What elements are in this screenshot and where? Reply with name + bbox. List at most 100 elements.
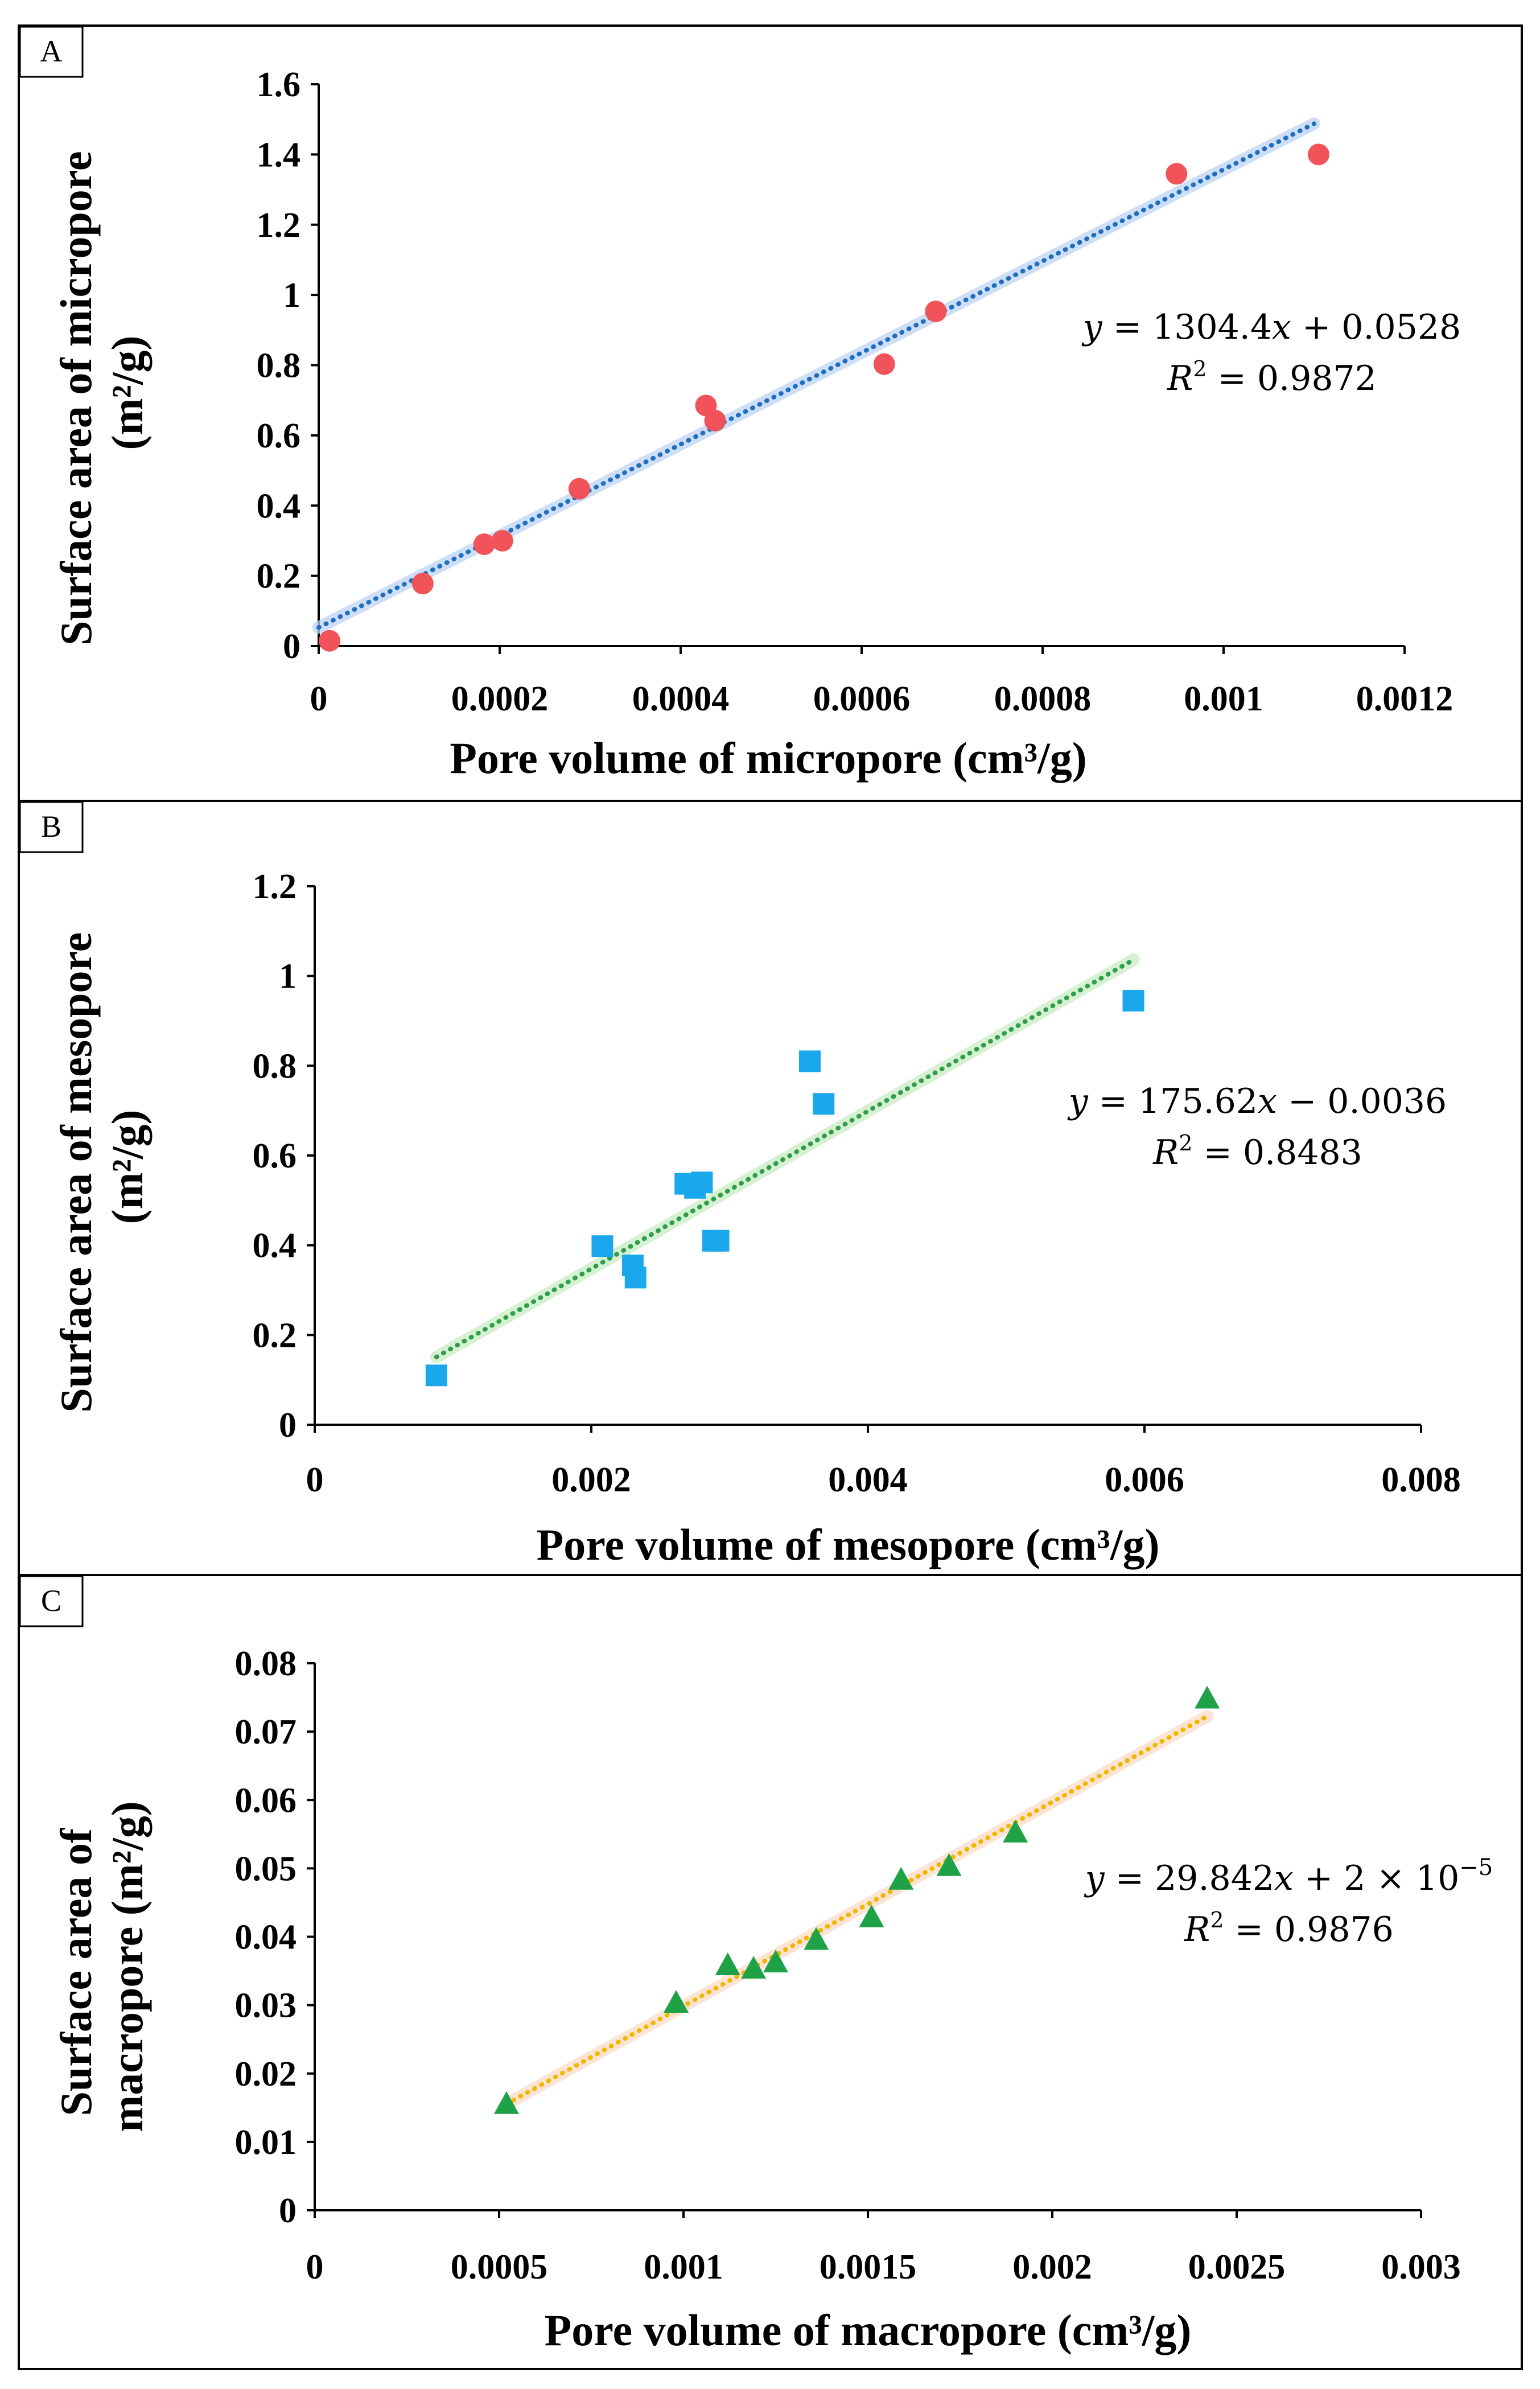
panel-a-data-point: [319, 630, 341, 652]
panel-a-data-point: [704, 409, 726, 431]
panel-a-y-tick-label: 1: [283, 276, 300, 315]
panel-b-data-point: [707, 1230, 730, 1252]
panel-c-data-point: [741, 1955, 767, 1979]
panel-a-x-axis-title: Pore volume of micropore (cm³/g): [450, 733, 1086, 783]
panel-a-x-tick-label: 0.0006: [813, 680, 911, 718]
panel-a-r2: R2 = 0.9872: [1167, 356, 1377, 398]
panel-b-r2-exp: 2: [1179, 1130, 1192, 1156]
panel-c-data-point: [936, 1853, 962, 1876]
panel-b-y-tick-label: 0.2: [253, 1316, 297, 1355]
panel-b-y-tick-label: 0.4: [253, 1227, 297, 1265]
panel-b-x-tick-label: 0.004: [828, 1461, 908, 1499]
panel-b-axes: 0 0.2 0.4 0.6 0.8 1 1.2 0 0.002 0.004 0.006 0.008: [253, 867, 1461, 1499]
panel-a-x-tick-label: 0.001: [1184, 680, 1263, 718]
panel-b-r2: R2 = 0.8483: [1152, 1130, 1362, 1173]
panel-b-data-point: [425, 1364, 447, 1387]
panel-b-letter: B: [41, 809, 61, 844]
panel-a-eq-slope: = 1304.4: [1102, 307, 1272, 347]
panel-c-y-tick-label: 0: [279, 2191, 297, 2230]
panel-a-letter: A: [40, 34, 63, 68]
panel-c-letter: C: [41, 1584, 61, 1618]
panel-c-y-tick-label: 0.02: [235, 2055, 297, 2094]
panel-c-r2-exp: 2: [1210, 1907, 1224, 1932]
panel-b-x-tick-label: 0.002: [551, 1461, 631, 1499]
panel-c-data-point: [664, 1990, 689, 2013]
panel-c-y-axis-title-line2: macropore (m²/g): [102, 1801, 152, 2132]
panel-a-y-tick-label: 1.2: [257, 206, 301, 245]
panel-c-y-axis-title: Surface area of macropore (m²/g): [51, 1801, 152, 2132]
panel-a-data-point: [411, 573, 434, 595]
panel-b-x-axis-title: Pore volume of mesopore (cm³/g): [537, 1520, 1160, 1569]
panel-b-points: [425, 990, 1144, 1387]
panel-c-trendline: [500, 1710, 1214, 2111]
panel-a-eq-y: y: [1081, 307, 1103, 347]
panel-b-eq-intercept: − 0.0036: [1277, 1082, 1447, 1121]
panel-c-frame: [18, 1574, 1523, 2370]
panel-b-eq-x: x: [1258, 1082, 1277, 1121]
panel-a-r2-value: = 0.9872: [1207, 359, 1377, 398]
panel-b-y-axis-title: Surface area of mesopore (m²/g): [51, 921, 152, 1413]
panel-b-frame: [18, 800, 1523, 1576]
panel-a-r2-exp: 2: [1193, 356, 1207, 381]
panel-c-data-point: [888, 1866, 914, 1890]
panel-a-eq-x: x: [1272, 307, 1291, 347]
panel-b-y-tick-label: 0.6: [253, 1137, 297, 1175]
panel-a-y-tick-label: 0.2: [257, 557, 301, 596]
panel-c-trendline-line: [504, 1714, 1210, 2107]
panel-b-data-point: [591, 1235, 613, 1257]
panel-b-trendline-line: [434, 957, 1136, 1360]
panel-b-data-point: [691, 1171, 713, 1194]
panel-b-r2-symbol: R: [1152, 1133, 1179, 1173]
panel-b-y-tick-label: 1.2: [253, 867, 297, 906]
panel-c-eq-intercept: + 2 × 10: [1294, 1858, 1459, 1898]
panel-c-r2-symbol: R: [1184, 1910, 1210, 1950]
panel-b: B 0 0.2 0.4 0.6 0.8 1 1.2 0 0.002 0.004 0.006 0.008…: [18, 800, 1523, 1576]
panel-c-y-tick-label: 0.06: [235, 1781, 297, 1820]
panel-a-x-tick-label: 0.0002: [451, 680, 549, 718]
panel-a-y-axis-title-line2: (m²/g): [102, 336, 152, 450]
panel-b-letter-box: [19, 801, 84, 853]
panel-c-x-tick-label: 0: [306, 2248, 324, 2287]
panel-c-data-point: [804, 1927, 829, 1950]
panel-c-eq-slope: = 29.842: [1105, 1858, 1274, 1898]
panel-a: A 0 0.2 0.4 0.6 0.8 1 1.2 1.4 1.6 0 0.0002 0.0004 0.…: [18, 24, 1523, 802]
panel-a-letter-box: [19, 26, 84, 78]
panel-c-data-point: [1003, 1819, 1028, 1843]
panel-c-points: [493, 1685, 1220, 2114]
panel-b-equation: y = 175.62x − 0.0036: [1067, 1082, 1447, 1121]
panel-b-r2-value: = 0.8483: [1193, 1133, 1362, 1173]
panel-c-x-tick-label: 0.002: [1012, 2248, 1092, 2287]
panel-a-data-point: [568, 478, 590, 500]
panel-c-data-point: [493, 2091, 519, 2114]
panel-a-points: [319, 143, 1329, 652]
panel-b-y-tick-label: 1: [279, 957, 297, 996]
panel-a-equation: y = 1304.4x + 0.0528: [1081, 307, 1461, 347]
panel-a-trendline-line: [316, 121, 1316, 630]
panel-c-r2-value: = 0.9876: [1224, 1910, 1394, 1950]
panel-c-x-axis-title: Pore volume of macropore (cm³/g): [545, 2305, 1192, 2355]
panel-a-y-tick-label: 1.6: [257, 65, 301, 104]
panel-c-data-point: [1195, 1685, 1220, 1709]
panel-a-eq-intercept: + 0.0528: [1291, 307, 1461, 347]
panel-c-y-tick-label: 0.05: [235, 1849, 297, 1888]
panel-c-y-tick-label: 0.01: [235, 2123, 297, 2162]
panel-c-equation: y = 29.842x + 2 × 10−5: [1084, 1855, 1493, 1898]
panel-a-y-axis-title: Surface area of micropore (m²/g): [51, 140, 152, 645]
panel-b-x-tick-label: 0.008: [1381, 1461, 1461, 1499]
panel-c-y-tick-label: 0.07: [235, 1713, 297, 1751]
panel-a-r2-symbol: R: [1167, 359, 1193, 398]
panel-c-axes: 0 0.01 0.02 0.03 0.04 0.05 0.06 0.07 0.08 0 0.0005…: [235, 1644, 1461, 2287]
panel-c-eq-x: x: [1274, 1858, 1294, 1898]
panel-a-data-point: [491, 529, 513, 552]
panel-b-x-tick-label: 0.006: [1105, 1461, 1184, 1499]
panel-a-y-tick-label: 1.4: [257, 135, 301, 174]
panel-a-trendline: [312, 117, 1320, 634]
panel-c-data-point: [859, 1904, 884, 1927]
panel-c-x-tick-label: 0.0005: [451, 2248, 548, 2287]
panel-c-x-tick-label: 0.0025: [1188, 2248, 1286, 2287]
panel-b-y-tick-label: 0: [279, 1406, 297, 1445]
panel-a-data-point: [873, 353, 895, 375]
panel-c-y-tick-label: 0.08: [235, 1644, 297, 1683]
panel-b-data-point: [798, 1050, 821, 1072]
